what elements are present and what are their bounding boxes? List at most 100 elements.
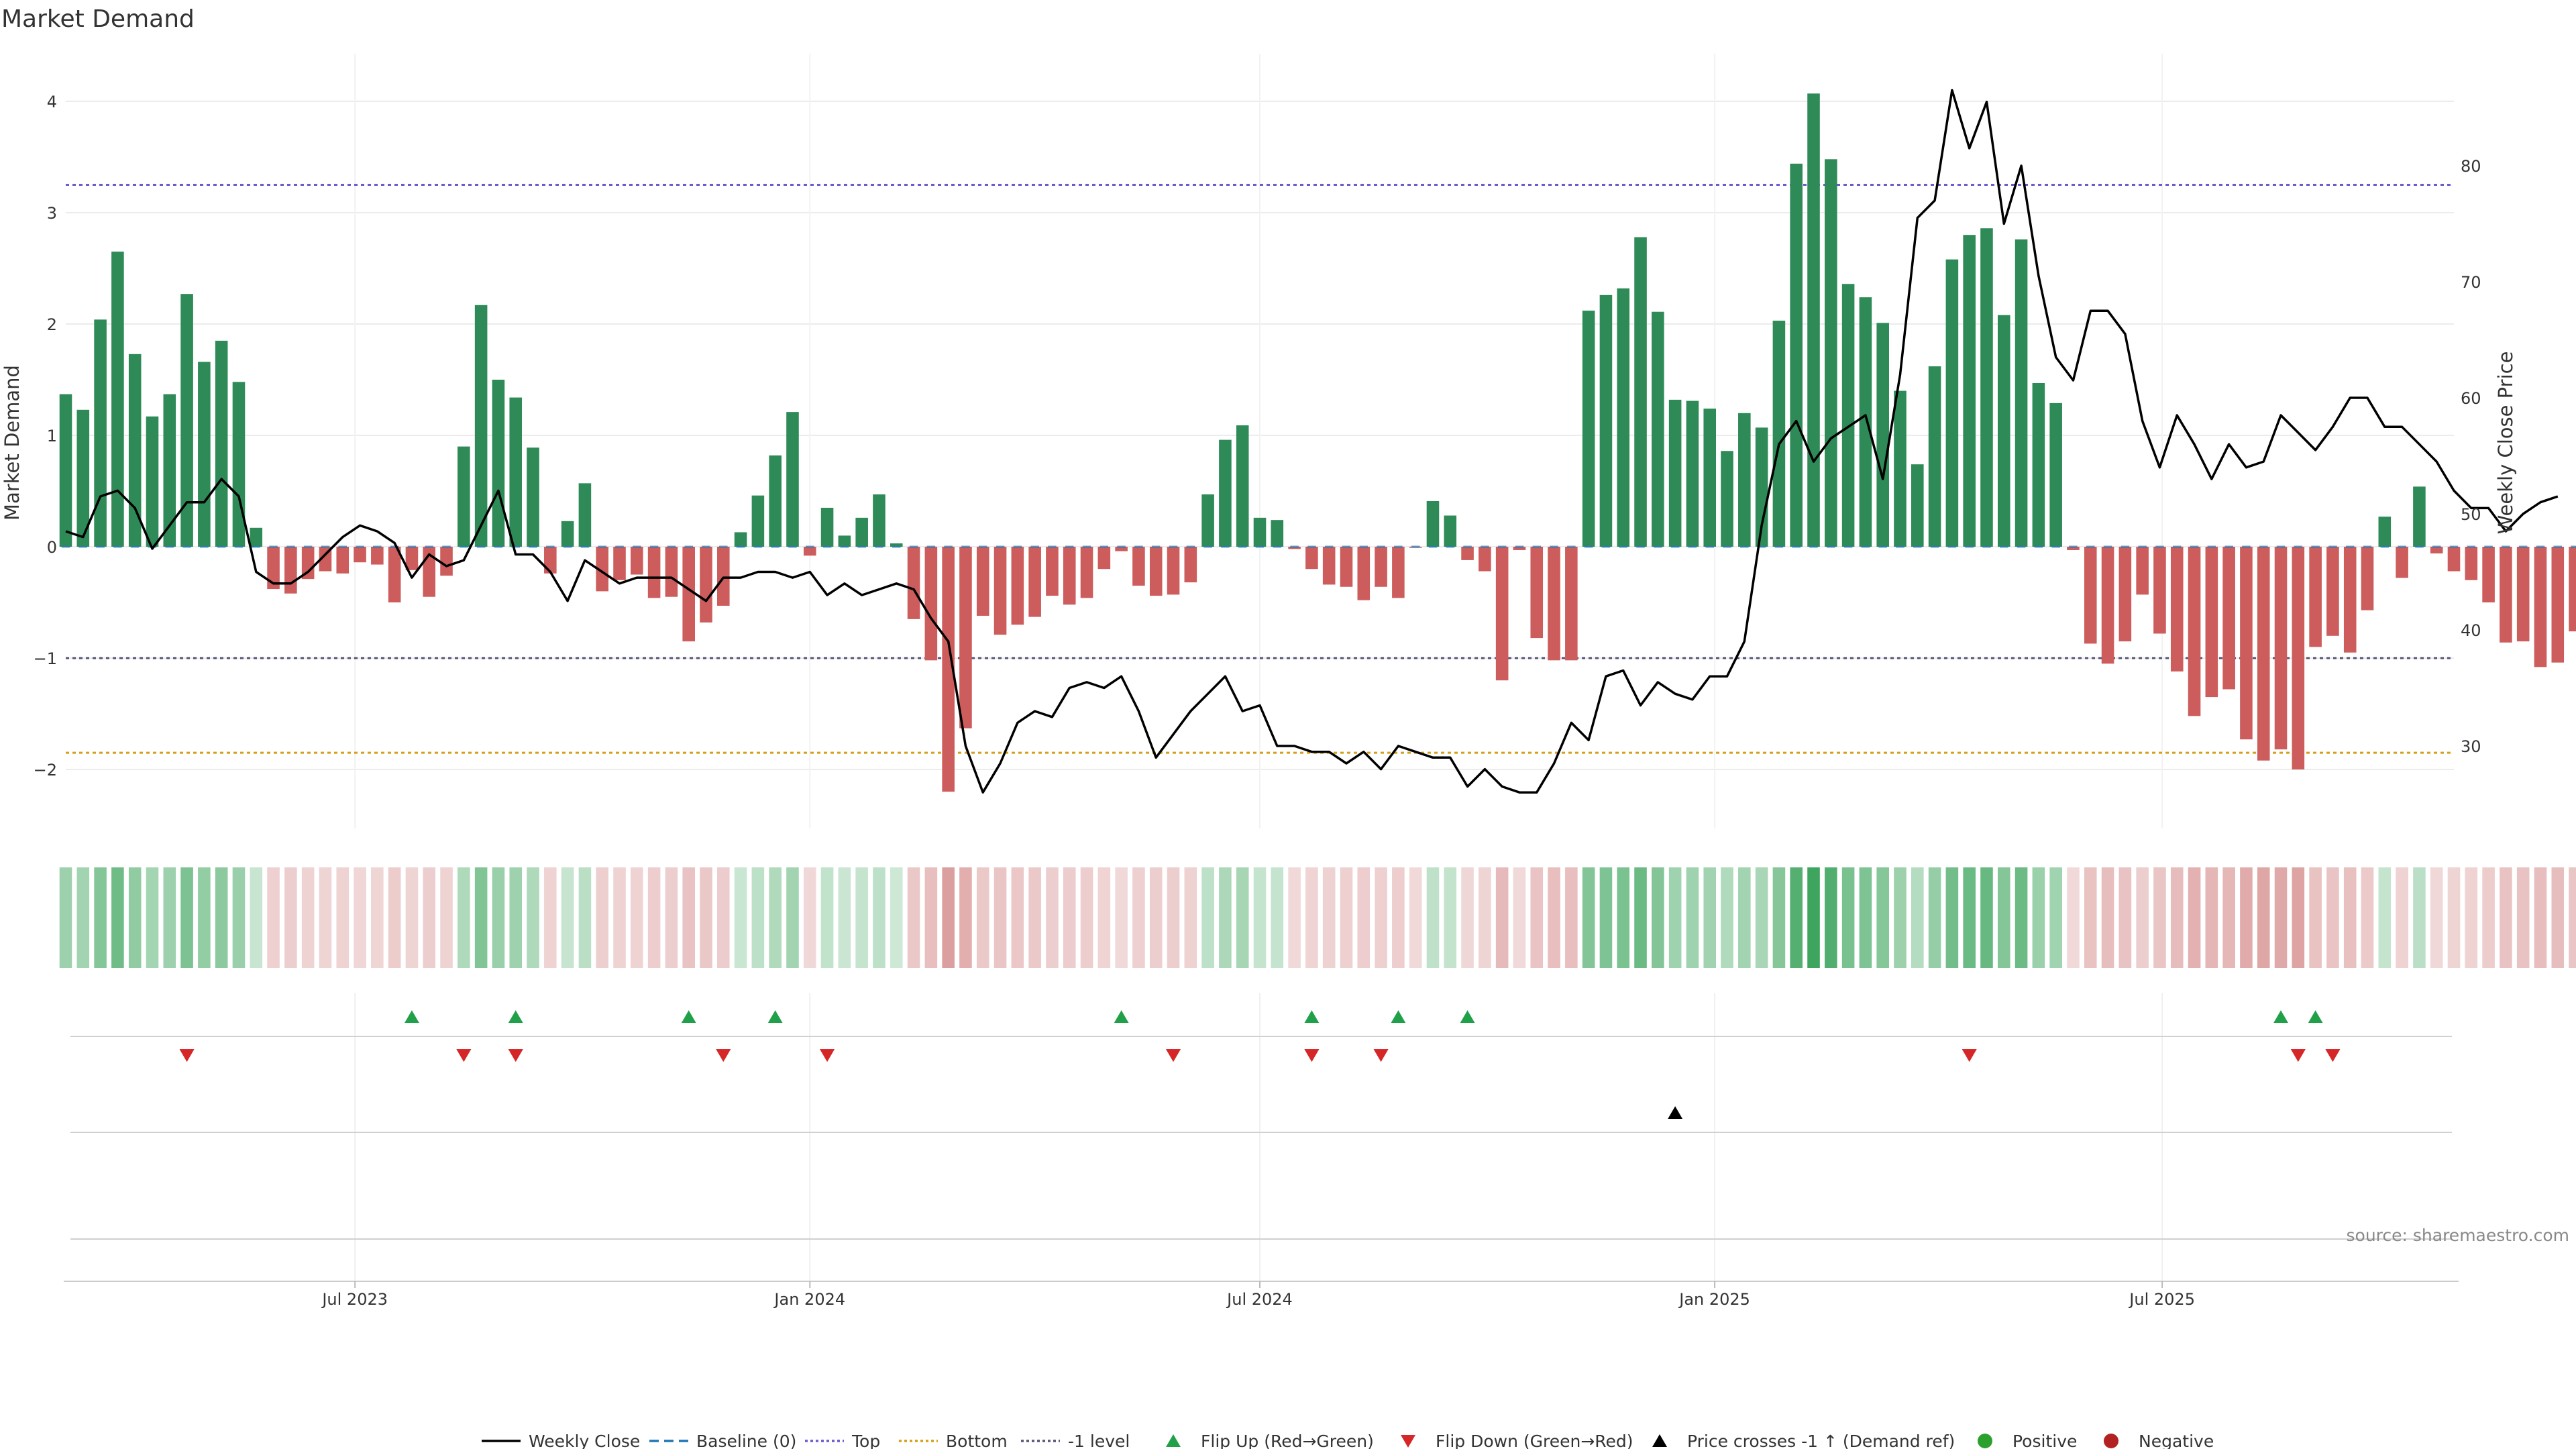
demand-bar xyxy=(1357,547,1371,600)
demand-bar xyxy=(2188,547,2201,716)
legend-label: Negative xyxy=(2139,1432,2214,1449)
heat-cell xyxy=(1115,867,1128,968)
heat-cell xyxy=(2136,867,2149,968)
flip-down-marker xyxy=(508,1049,523,1062)
demand-bar xyxy=(336,547,350,574)
chart-title: Market Demand xyxy=(1,5,195,33)
y2-tick-label: 40 xyxy=(2461,621,2481,640)
heat-cell xyxy=(2361,867,2374,968)
demand-bar xyxy=(1928,366,1941,547)
heat-cell xyxy=(1271,867,1284,968)
heat-cell xyxy=(1167,867,1180,968)
demand-bar xyxy=(2136,547,2149,595)
demand-bar xyxy=(492,380,505,547)
demand-bar xyxy=(1894,390,1907,547)
heat-cell xyxy=(492,867,505,968)
demand-bar xyxy=(578,483,592,547)
reference-lines xyxy=(66,184,2454,754)
heat-cell xyxy=(838,867,851,968)
demand-bar xyxy=(1063,547,1076,605)
heat-cell xyxy=(1149,867,1163,968)
demand-bar xyxy=(527,447,539,547)
heat-cell xyxy=(976,867,989,968)
demand-bar xyxy=(1444,515,1457,547)
y-tick-label: −1 xyxy=(34,649,57,668)
heat-cell xyxy=(924,867,938,968)
demand-bar xyxy=(2222,547,2235,690)
demand-bar xyxy=(1115,547,1128,551)
heat-cell xyxy=(1599,867,1613,968)
flip-up-marker xyxy=(681,1010,696,1023)
price-line-layer xyxy=(65,89,2559,794)
demand-bar xyxy=(1426,500,1440,547)
x-tick-label: Jul 2025 xyxy=(2128,1290,2195,1309)
heat-cell xyxy=(1565,867,1578,968)
heat-cell xyxy=(1426,867,1440,968)
demand-bar xyxy=(2551,547,2565,663)
heat-cell xyxy=(2378,867,2392,968)
demand-bar xyxy=(354,547,366,563)
demand-bar xyxy=(1513,547,1526,550)
heat-cell xyxy=(1807,867,1820,968)
y-tick-label: 0 xyxy=(47,538,57,557)
demand-bar xyxy=(1011,547,1024,625)
demand-bar xyxy=(1825,159,1837,547)
demand-bar xyxy=(1945,259,1959,547)
y2-tick-label: 70 xyxy=(2461,273,2481,292)
demand-bar xyxy=(838,535,851,547)
heat-cell xyxy=(1253,867,1267,968)
heat-cell xyxy=(1132,867,1145,968)
source-note: source: sharemaestro.com xyxy=(2347,1226,2570,1245)
y2-tick-label: 60 xyxy=(2461,389,2481,408)
heat-cell xyxy=(215,867,228,968)
heat-cell xyxy=(1097,867,1111,968)
heat-cell xyxy=(1945,867,1959,968)
heat-cell xyxy=(700,867,712,968)
y-tick-label: 4 xyxy=(47,93,57,111)
y-tick-label: 1 xyxy=(47,427,57,445)
demand-bar xyxy=(215,340,228,547)
heat-cell xyxy=(682,867,695,968)
heat-cell xyxy=(2049,867,2062,968)
demand-bar xyxy=(128,354,142,547)
heat-cell xyxy=(1530,867,1544,968)
heat-cell xyxy=(2032,867,2045,968)
heat-cell xyxy=(1063,867,1076,968)
legend-label: -1 level xyxy=(1068,1432,1130,1449)
heat-cell xyxy=(2500,867,2512,968)
heat-cell xyxy=(1668,867,1682,968)
demand-bar xyxy=(700,547,712,623)
heat-cell xyxy=(2465,867,2478,968)
flip-up-marker xyxy=(2308,1010,2323,1023)
heat-cell xyxy=(820,867,834,968)
heat-cell xyxy=(111,867,124,968)
demand-bar xyxy=(1271,520,1284,547)
y2-tick-label: 30 xyxy=(2461,737,2481,756)
legend-label: Weekly Close xyxy=(529,1432,640,1449)
heat-cell xyxy=(440,867,453,968)
demand-bar xyxy=(1184,547,1197,583)
heat-cell xyxy=(2205,867,2218,968)
demand-bar xyxy=(1322,547,1336,585)
heat-cell xyxy=(1755,867,1768,968)
heat-cell xyxy=(2343,867,2357,968)
heat-cell xyxy=(994,867,1007,968)
heat-cell xyxy=(1375,867,1387,968)
heat-cell xyxy=(2101,867,2114,968)
demand-bar xyxy=(1652,311,1664,547)
weekly-close-line xyxy=(65,89,2559,794)
heat-cell xyxy=(1876,867,1889,968)
demand-bar xyxy=(1738,413,1751,547)
heat-cell xyxy=(890,867,903,968)
demand-bar xyxy=(76,409,90,547)
heat-cell xyxy=(631,867,643,968)
demand-bar xyxy=(474,305,488,547)
heat-cell xyxy=(1444,867,1457,968)
flip-down-marker xyxy=(1304,1049,1320,1062)
heat-cell xyxy=(1928,867,1941,968)
y2-tick-label: 50 xyxy=(2461,505,2481,524)
demand-bar xyxy=(2049,402,2062,547)
heat-cell xyxy=(561,867,574,968)
demand-bar xyxy=(1963,235,1976,547)
